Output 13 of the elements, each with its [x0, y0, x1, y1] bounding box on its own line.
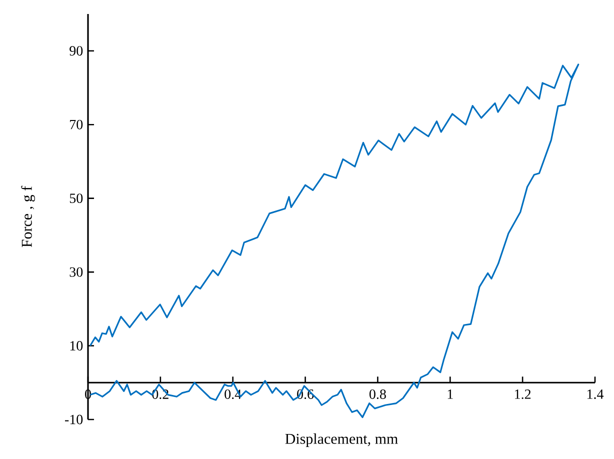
y-tick-label: 90	[70, 46, 83, 56]
x-tick-label: 1.2	[515, 390, 531, 399]
y-tick-label: -10	[64, 414, 83, 424]
y-tick-label: 70	[70, 120, 83, 130]
line-series	[89, 64, 580, 418]
y-tick-label: 30	[70, 267, 83, 277]
x-tick-label: 0.8	[369, 390, 386, 400]
y-axis-title: Force , g f	[21, 186, 35, 248]
y-tick-label: 10	[70, 341, 83, 350]
x-axis-title: Displacement, mm	[285, 433, 398, 447]
x-tick-label: 1.4	[587, 389, 604, 399]
x-tick-label: 1	[448, 389, 453, 399]
y-tick-label: 50	[70, 194, 83, 204]
